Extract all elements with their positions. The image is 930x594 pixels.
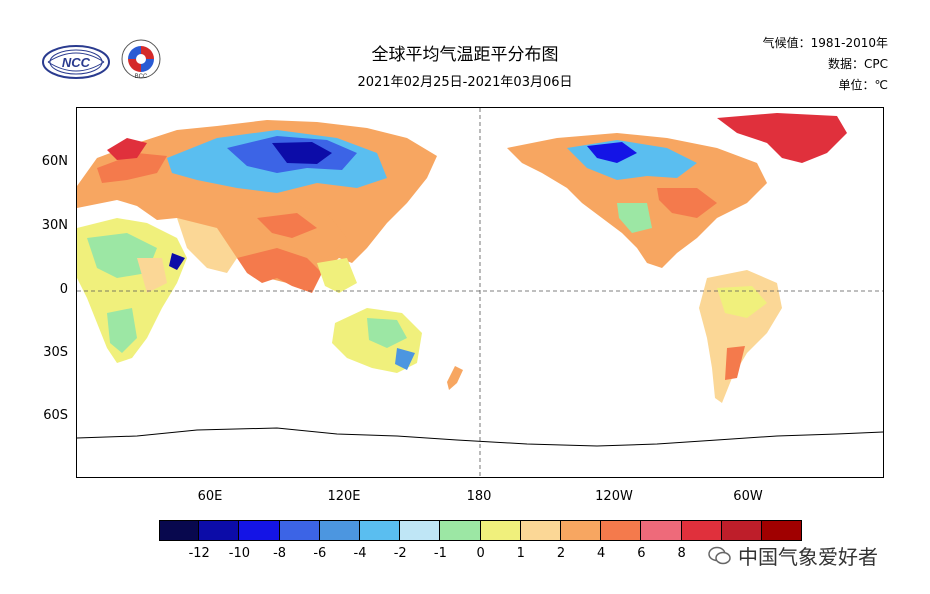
data-source-label: 数据：CPC xyxy=(828,57,888,71)
colorbar-label: -6 xyxy=(313,546,327,561)
wechat-icon xyxy=(708,546,732,571)
ncc-logo: NCC xyxy=(40,40,112,80)
colorbar-label: 4 xyxy=(597,546,606,561)
eurasia-landmass xyxy=(77,120,437,283)
africa-landmass xyxy=(77,218,187,363)
colorbar-swatch xyxy=(641,520,682,541)
lon-tick-120w: 120W xyxy=(595,489,633,504)
colorbar-label: -4 xyxy=(353,546,367,561)
antarctica-coastline xyxy=(76,427,884,447)
colorbar-swatch xyxy=(319,520,360,541)
climate-normal-label: 气候值：1981-2010年 xyxy=(762,36,888,50)
unit-label: 单位：℃ xyxy=(838,78,888,92)
colorbar-label: -2 xyxy=(393,546,407,561)
colorbar-swatch xyxy=(279,520,320,541)
colorbar-swatch xyxy=(239,520,280,541)
lon-tick-60e: 60E xyxy=(197,489,223,504)
ncc-logo-text: NCC xyxy=(62,55,91,70)
colorbar-label: 6 xyxy=(637,546,646,561)
colorbar-swatch xyxy=(561,520,602,541)
greenland-landmass xyxy=(717,113,847,163)
lon-tick-120e: 120E xyxy=(327,489,361,504)
bcc-logo: BCC xyxy=(120,38,162,80)
map-panel xyxy=(76,107,884,478)
colorbar-label: -8 xyxy=(273,546,287,561)
colorbar-label: -1 xyxy=(433,546,447,561)
lat-tick-60n: 60N xyxy=(41,154,68,169)
lat-tick-0: 0 xyxy=(59,282,68,297)
lon-tick-60w: 60W xyxy=(733,489,763,504)
colorbar-swatch xyxy=(681,520,722,541)
colorbar-swatch xyxy=(721,520,762,541)
colorbar-swatch xyxy=(601,520,642,541)
colorbar-swatch xyxy=(199,520,240,541)
colorbar-frame xyxy=(159,520,802,541)
north-america-landmass xyxy=(507,133,767,268)
watermark-text: 中国气象爱好者 xyxy=(738,545,878,569)
map-subtitle: 2021年02月25日-2021年03月06日 xyxy=(357,75,573,90)
bcc-logo-text: BCC xyxy=(135,74,148,80)
colorbar-label: 2 xyxy=(556,546,566,561)
map-title: 全球平均气温距平分布图 xyxy=(371,45,559,65)
colorbar-label: 1 xyxy=(516,546,525,561)
colorbar-label: 0 xyxy=(476,546,485,561)
lat-tick-30n: 30N xyxy=(41,218,68,233)
colorbar-swatch xyxy=(360,520,401,541)
lat-tick-30s: 30S xyxy=(43,345,68,360)
colorbar-label: -12 xyxy=(188,546,210,561)
south-america-landmass xyxy=(699,270,782,403)
colorbar-swatch xyxy=(400,520,441,541)
colorbar-label: 8 xyxy=(677,546,686,561)
colorbar-swatch xyxy=(520,520,561,541)
asia-landmass xyxy=(237,248,357,293)
lat-tick-60s: 60S xyxy=(43,408,68,423)
anomaly-map xyxy=(76,108,884,477)
colorbar-swatch xyxy=(480,520,521,541)
colorbar-label: -10 xyxy=(228,546,250,561)
colorbar-swatch xyxy=(440,520,481,541)
australia-landmass xyxy=(332,308,422,373)
new-zealand-landmass xyxy=(447,366,463,390)
lon-tick-180: 180 xyxy=(466,489,492,504)
colorbar-swatch xyxy=(159,520,200,541)
watermark: 中国气象爱好者 xyxy=(708,541,878,571)
